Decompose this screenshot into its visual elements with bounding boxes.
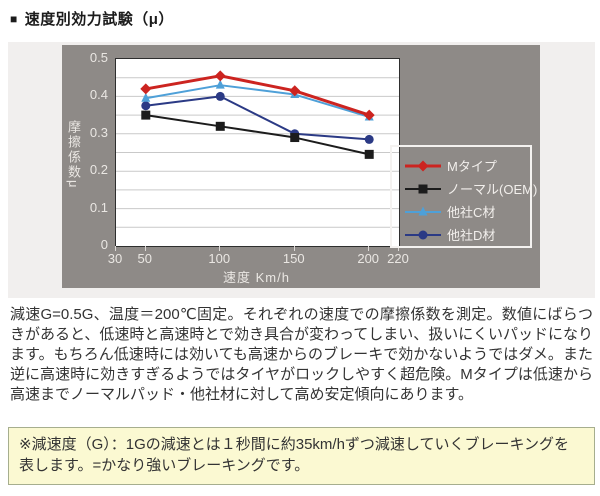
y-tick-label: 0 <box>100 237 108 252</box>
legend-label: Mタイプ <box>447 159 497 174</box>
legend-label: ノーマル(OEM) <box>447 182 538 197</box>
data-point-marker <box>215 79 225 89</box>
x-axis-label: 速度 Km/h <box>223 270 290 285</box>
x-tick-label: 150 <box>282 251 305 266</box>
x-tick-label: 50 <box>137 251 153 266</box>
data-point-marker <box>214 70 226 82</box>
data-point-marker <box>289 85 301 97</box>
square-bullet-icon: ■ <box>10 12 18 26</box>
data-point-marker <box>141 101 151 111</box>
x-tick-label: 100 <box>208 251 231 266</box>
data-point-marker <box>290 133 300 143</box>
data-point-marker <box>363 109 375 121</box>
series-line <box>144 114 371 156</box>
x-tick-label: 220 <box>387 251 409 266</box>
data-point-marker <box>140 83 152 95</box>
chart-band: 摩擦係数μ 0 0.1 0.2 0.3 0.4 0.5 30 50 100 150 200 220 … <box>8 42 595 298</box>
x-tick-mark <box>293 246 295 251</box>
y-tick-label: 0.5 <box>89 50 108 65</box>
y-axis-label: 摩擦係数μ <box>66 119 81 190</box>
legend-item: 他社C材 <box>404 200 530 223</box>
x-tick-mark <box>144 246 146 251</box>
chart-panel: 摩擦係数μ 0 0.1 0.2 0.3 0.4 0.5 30 50 100 150 200 220 … <box>62 45 540 288</box>
legend-item: 他社D材 <box>404 223 530 246</box>
page-title-text: 速度別効力試験（μ） <box>24 11 174 28</box>
x-tick-mark <box>368 246 370 251</box>
data-point-marker <box>215 121 225 131</box>
x-tick-label: 30 <box>107 251 123 266</box>
plot-svg <box>116 70 399 228</box>
data-point-marker <box>215 91 225 101</box>
series-line <box>144 95 371 141</box>
y-tick-label: 0.1 <box>89 199 108 215</box>
x-tick-mark <box>219 246 221 251</box>
data-point-marker <box>418 230 428 239</box>
square-legend-marker-icon <box>405 184 441 193</box>
legend-label: 他社C材 <box>447 205 496 220</box>
legend-item: Mタイプ <box>404 154 530 177</box>
diamond-legend-marker-icon <box>405 160 441 171</box>
triangle-legend-marker-icon <box>405 206 441 215</box>
circle-legend-marker-icon <box>405 230 441 239</box>
data-point-marker <box>364 149 374 159</box>
data-point-marker <box>364 134 374 144</box>
legend-label: 他社D材 <box>447 228 496 243</box>
data-point-marker <box>418 206 428 215</box>
y-tick-label: 0.3 <box>89 124 108 140</box>
data-point-marker <box>417 160 429 171</box>
data-point-marker <box>141 92 151 102</box>
description-text: 減速G=0.5G、温度＝200℃固定。それぞれの速度での摩擦係数を測定。数値にば… <box>10 306 593 403</box>
plot-area <box>115 58 400 247</box>
page-title: ■ 速度別効力試験（μ） <box>10 8 174 29</box>
y-tick-label: 0.4 <box>89 87 108 103</box>
legend: Mタイプノーマル(OEM) 他社C材他社D材 <box>390 145 537 248</box>
x-tick-label: 200 <box>357 251 380 266</box>
legend-item: ノーマル(OEM) <box>404 177 537 200</box>
series-line <box>144 74 371 117</box>
note-text: ※減速度（G）：1Gの減速とは１秒間に約35km/hずつ減速していくブレーキング… <box>19 436 570 474</box>
x-tick-mark <box>398 246 399 251</box>
series-line <box>144 84 371 118</box>
y-tick-label: 0.2 <box>89 162 108 178</box>
note-box: ※減速度（G）：1Gの減速とは１秒間に約35km/hずつ減速していくブレーキング… <box>8 427 595 485</box>
x-tick-mark <box>115 246 116 251</box>
data-point-marker <box>418 184 428 193</box>
data-point-marker <box>141 110 151 120</box>
